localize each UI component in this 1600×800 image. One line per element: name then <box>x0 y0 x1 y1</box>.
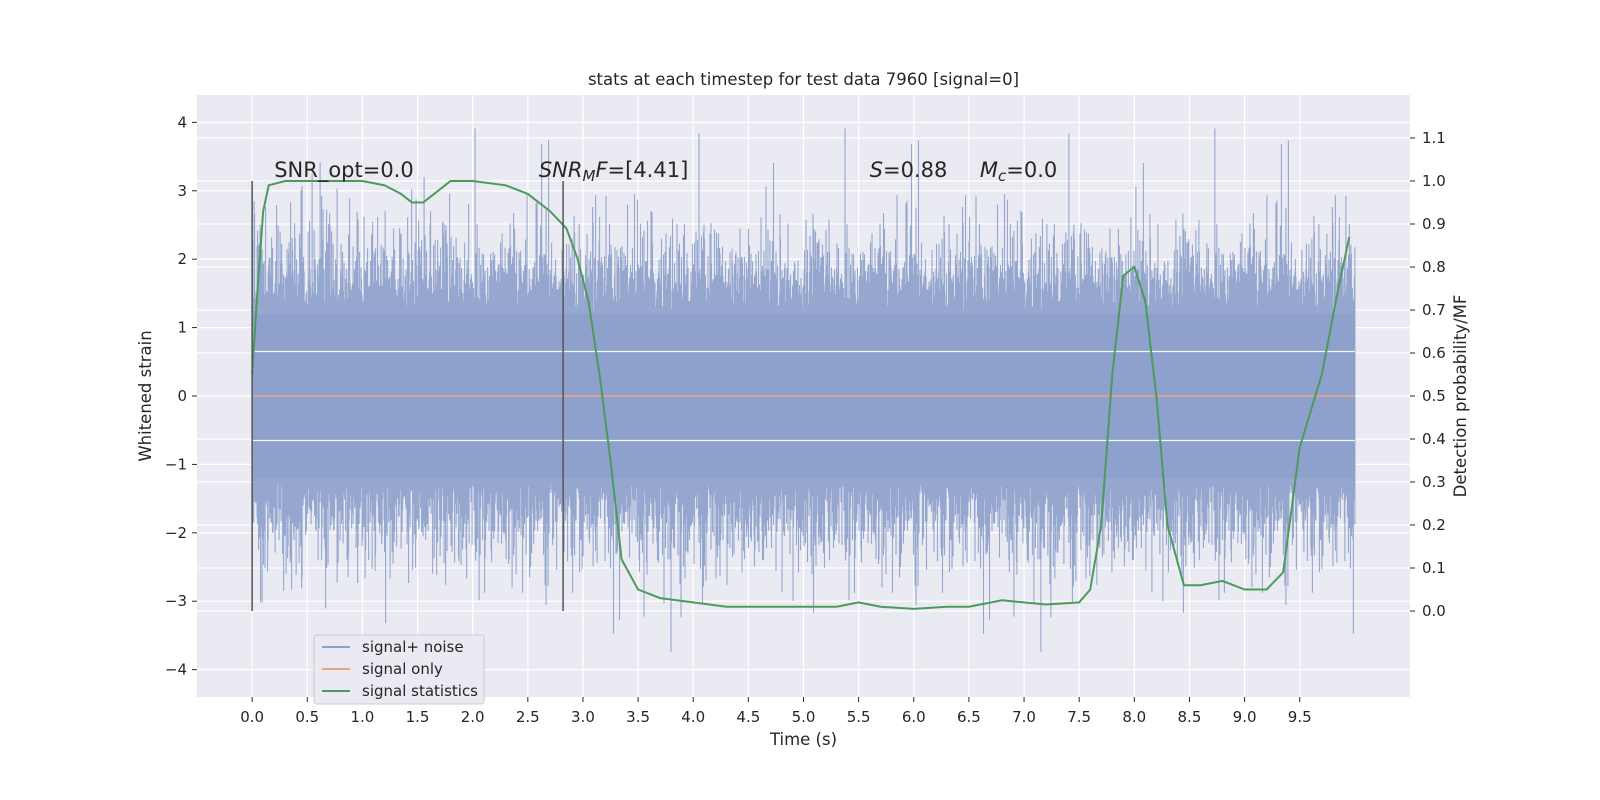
stat-annotation-part: SNR <box>539 158 583 182</box>
x-tick-label: 6.5 <box>957 708 981 726</box>
y2-tick-label: 0.3 <box>1422 473 1446 491</box>
legend-label: signal+ noise <box>362 638 464 656</box>
stat-annotation: Mc=0.0 <box>980 158 1057 185</box>
x-tick-label: 8.5 <box>1178 708 1202 726</box>
x-tick-label: 2.5 <box>516 708 540 726</box>
x-tick-label: 0.0 <box>240 708 264 726</box>
x-tick-label: 4.5 <box>736 708 760 726</box>
stat-annotation-part: =0.88 <box>883 158 947 182</box>
y-tick-label: −2 <box>165 524 187 542</box>
x-tick-label: 7.0 <box>1012 708 1036 726</box>
x-tick-label: 4.0 <box>681 708 705 726</box>
y2-tick-label: 0.0 <box>1422 602 1446 620</box>
y2-tick-label: 0.6 <box>1422 344 1446 362</box>
x-tick-label: 5.5 <box>847 708 871 726</box>
x-tick-label: 0.5 <box>295 708 319 726</box>
x-tick-label: 6.0 <box>902 708 926 726</box>
stat-annotation: SNR_opt=0.0 <box>274 158 414 183</box>
x-tick-label: 3.0 <box>571 708 595 726</box>
y2-tick-label: 0.2 <box>1422 516 1446 534</box>
stat-annotation-part: c <box>998 167 1007 185</box>
y-tick-label: −3 <box>165 592 187 610</box>
y2-tick-label: 0.5 <box>1422 387 1446 405</box>
x-tick-label: 9.5 <box>1288 708 1312 726</box>
stat-annotation-part: M <box>980 158 998 182</box>
y-tick-label: 2 <box>177 250 187 268</box>
y2-tick-label: 0.8 <box>1422 258 1446 276</box>
stat-annotation-part: M <box>582 167 595 185</box>
y2-tick-label: 1.0 <box>1422 172 1446 190</box>
stat-annotation-part: F <box>595 158 608 182</box>
vertical-markers <box>251 181 564 611</box>
y-tick-label: 3 <box>177 182 187 200</box>
series-signal-statistics <box>251 180 1351 610</box>
x-tick-label: 7.5 <box>1067 708 1091 726</box>
stat-annotation: SNRMF=[4.41] <box>539 158 688 185</box>
stat-annotation-part: =[4.41] <box>608 158 689 182</box>
x-tick-label: 1.0 <box>350 708 374 726</box>
stat-annotation-part: SNR_opt=0.0 <box>274 158 414 183</box>
y2-tick-label: 0.1 <box>1422 559 1446 577</box>
y2-tick-label: 0.4 <box>1422 430 1446 448</box>
y-tick-label: 1 <box>177 319 187 337</box>
y2-tick-label: 1.1 <box>1422 129 1446 147</box>
legend-label: signal statistics <box>362 682 478 700</box>
x-tick-label: 8.0 <box>1122 708 1146 726</box>
y-axis-label: Whitened strain <box>136 330 155 461</box>
x-tick-label: 9.0 <box>1233 708 1257 726</box>
y-tick-label: −1 <box>165 455 187 473</box>
y-tick-label: −4 <box>165 661 187 679</box>
y-tick-label: 0 <box>177 387 187 405</box>
x-axis-label: Time (s) <box>769 730 837 749</box>
stat-annotation: S=0.88 <box>870 158 948 182</box>
annotations: SNR_opt=0.0 SNRMF=[4.41] S=0.88 Mc=0.0 <box>274 158 1057 185</box>
y2-tick-label: 0.9 <box>1422 215 1446 233</box>
legend-label: signal only <box>362 660 443 678</box>
stat-annotation-part: S <box>870 158 883 182</box>
y2-axis-label: Detection probability/MF <box>1451 295 1470 498</box>
x-tick-label: 5.0 <box>792 708 816 726</box>
series-lines <box>251 180 1355 610</box>
x-tick-label: 1.5 <box>406 708 430 726</box>
axis-ticks: 0.0 0.5 1.0 1.5 2.0 2.5 3.0 3.5 4.0 4.5 5.0 5.5 6.0 6… <box>165 113 1446 726</box>
x-tick-label: 3.5 <box>626 708 650 726</box>
chart-title: stats at each timestep for test data 796… <box>588 70 1019 89</box>
y2-tick-label: 0.7 <box>1422 301 1446 319</box>
stat-annotation-part: =0.0 <box>1006 158 1057 182</box>
x-tick-label: 2.0 <box>461 708 485 726</box>
legend-box <box>313 634 485 705</box>
legend: signal+ noise signal only signal statistic… <box>313 634 485 705</box>
y-tick-label: 4 <box>177 113 187 131</box>
